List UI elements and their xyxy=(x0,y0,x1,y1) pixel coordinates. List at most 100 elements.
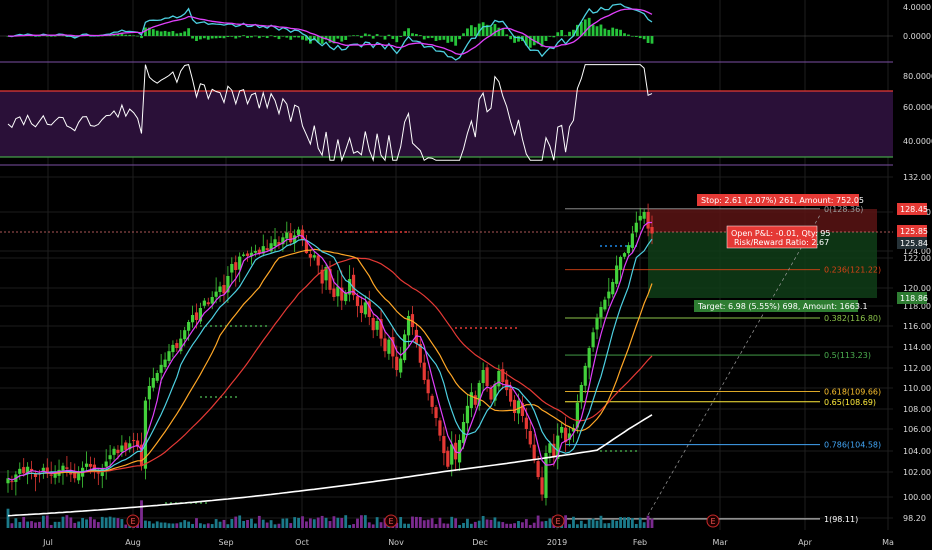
candle-body xyxy=(202,300,206,306)
macd-histogram-bar xyxy=(147,27,151,36)
macd-histogram-bar xyxy=(414,33,418,36)
macd-histogram-bar xyxy=(556,32,560,36)
fibonacci-retracement[interactable]: 0(128.36) 0.236(121.22) 0.382(116.80) 0.5(1… xyxy=(565,205,881,524)
macd-histogram-bar xyxy=(301,36,304,40)
candle-body xyxy=(10,481,14,483)
volume-bar xyxy=(199,523,202,528)
macd-histogram-bar xyxy=(462,33,465,36)
candle-body xyxy=(544,453,548,498)
macd-histogram-bar xyxy=(53,36,57,37)
open-pl-label-box[interactable]: Open P&L: -0.01, Qty: 95 Risk/Reward Rat… xyxy=(726,225,830,249)
macd-histogram-bar xyxy=(430,36,434,38)
macd-histogram-bar xyxy=(572,29,575,36)
volume-bar xyxy=(34,522,37,528)
target-label-box[interactable]: Target: 6.98 (5.55%) 698, Amount: 1663.1 xyxy=(694,300,868,312)
macd-histogram-bar xyxy=(548,36,552,37)
macd-histogram-bar xyxy=(163,30,167,36)
candle-body xyxy=(489,388,493,400)
candle-body xyxy=(344,292,348,302)
macd-histogram-bar xyxy=(407,28,410,36)
volume-bar xyxy=(564,515,568,528)
risk-reward-label: Risk/Reward Ratio: 2.67 xyxy=(734,238,829,247)
candle-body xyxy=(332,288,336,297)
volume-bar xyxy=(489,519,493,528)
volume-bar xyxy=(595,520,599,528)
candle-body xyxy=(324,267,328,281)
volume-bar xyxy=(316,517,320,528)
volume-bar xyxy=(144,520,147,528)
volume-bar xyxy=(250,518,253,528)
volume-bar xyxy=(261,519,265,528)
volume-bar xyxy=(371,524,375,528)
candle-body xyxy=(626,245,631,254)
macd-histogram-bar xyxy=(155,30,159,36)
volume-bar xyxy=(155,521,159,528)
volume-bar xyxy=(399,517,403,528)
macd-histogram-bar xyxy=(469,25,473,36)
candle-body xyxy=(579,385,583,402)
volume-bar xyxy=(30,521,33,528)
candle-body xyxy=(611,282,615,295)
macd-histogram-bar xyxy=(30,35,33,37)
macd-histogram-bar xyxy=(579,22,583,36)
volume-bar xyxy=(230,518,234,528)
candle-body xyxy=(469,392,473,409)
macd-histogram-bar xyxy=(261,36,265,37)
rsi-tick-label: 80.0000 xyxy=(903,72,932,81)
candle-body xyxy=(634,222,638,233)
macd-histogram-bar xyxy=(246,36,249,38)
time-axis-label: Ma xyxy=(882,538,894,547)
stop-zone xyxy=(648,209,877,232)
earnings-marker-label: E xyxy=(555,517,560,526)
candle-body xyxy=(618,256,623,270)
volume-bar xyxy=(269,520,273,528)
macd-histogram-bar xyxy=(528,36,532,48)
volume-bar xyxy=(171,523,175,528)
volume-bar xyxy=(159,522,163,528)
fib-level-label: 0(128.36) xyxy=(824,205,863,214)
macd-histogram-bar xyxy=(61,35,65,37)
macd-histogram-bar xyxy=(199,36,202,40)
fib-level-label: 0.786(104.58) xyxy=(824,441,881,450)
candle-body xyxy=(473,395,477,405)
macd-histogram-bar xyxy=(403,31,407,36)
rsi-panel[interactable]: 80.0000 60.0000 40.0000 xyxy=(0,64,932,166)
volume-bar xyxy=(528,524,532,528)
candle-body xyxy=(524,417,528,429)
stop-label-box[interactable]: Stop: 2.61 (2.07%) 261, Amount: 752.05 xyxy=(697,194,864,206)
macd-histogram-bar xyxy=(497,27,501,36)
macd-histogram-bar xyxy=(434,36,438,41)
candle-body xyxy=(242,254,246,256)
macd-histogram-bar xyxy=(375,34,379,36)
price-tick-label: 100.00 xyxy=(903,493,931,502)
volume-bar xyxy=(226,524,230,528)
macd-histogram-bar xyxy=(426,36,430,39)
volume-bar xyxy=(163,522,167,528)
volume-bar xyxy=(104,517,108,528)
candle-body xyxy=(304,240,309,254)
macd-histogram-bar xyxy=(387,34,391,36)
candle-body xyxy=(509,388,513,402)
macd-histogram-bar xyxy=(234,36,238,39)
candle-body xyxy=(132,440,136,442)
candle-body xyxy=(642,212,646,219)
candle-body xyxy=(403,334,407,361)
price-tick-label: 114.00 xyxy=(903,343,931,352)
macd-histogram-bar xyxy=(489,26,493,36)
candlesticks xyxy=(6,203,654,506)
candle-body xyxy=(340,287,344,301)
price-panel[interactable]: 0(128.36) 0.236(121.22) 0.382(116.80) 0.5(1… xyxy=(0,173,931,528)
volume-bar xyxy=(328,521,332,528)
macd-histogram-bar xyxy=(575,24,579,36)
macd-histogram-bar xyxy=(638,36,642,39)
volume-bar xyxy=(356,518,359,528)
moving-average-5 xyxy=(7,221,652,481)
time-axis[interactable]: Jul Aug Sep Oct Nov Dec 2019 Feb Mar Apr Ma xyxy=(42,538,894,547)
macd-panel[interactable]: 4.0000 0.0000 xyxy=(0,3,931,63)
volume-bar xyxy=(100,516,104,528)
candle-body xyxy=(336,286,340,297)
macd-histogram-bar xyxy=(96,36,100,37)
volume-bar xyxy=(112,517,116,528)
candle-body xyxy=(367,301,371,317)
